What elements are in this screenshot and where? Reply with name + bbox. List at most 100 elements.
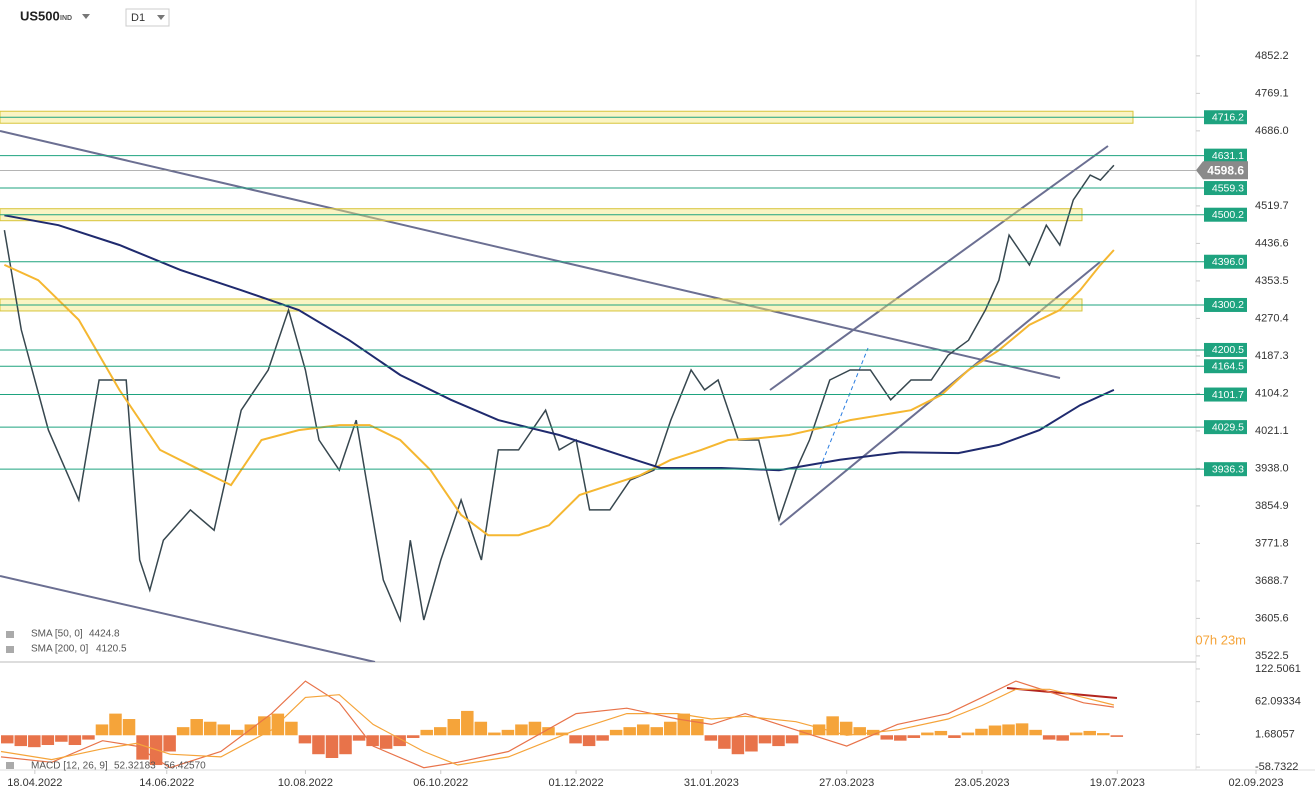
level-label: 4500.2 — [1212, 209, 1244, 221]
x-tick-label: 27.03.2023 — [819, 777, 874, 789]
histogram-bar — [948, 735, 961, 738]
histogram-bar — [1015, 723, 1029, 736]
timeframe[interactable]: D1 — [131, 12, 145, 24]
histogram-bar — [677, 713, 691, 736]
level-label-box — [1204, 181, 1247, 196]
histogram-bar — [217, 724, 230, 736]
y-tick-label: 1.68057 — [1255, 728, 1295, 740]
histogram-bar — [528, 721, 542, 736]
level-label: 4716.2 — [1212, 112, 1244, 124]
histogram-bar — [393, 735, 406, 747]
histogram-bar — [988, 725, 1002, 736]
y-tick-label: 3605.6 — [1255, 612, 1289, 624]
y-tick-label: 3854.9 — [1255, 500, 1289, 512]
symbol-dropdown[interactable] — [82, 14, 90, 19]
histogram-bar — [961, 732, 975, 736]
y-tick-label: 4852.2 — [1255, 50, 1289, 62]
symbol[interactable]: US500 — [20, 8, 60, 23]
level-label: 4559.3 — [1212, 182, 1244, 194]
histogram-bar — [839, 721, 853, 736]
histogram-bar — [474, 721, 488, 736]
legend-value: 4424.8 — [89, 629, 120, 640]
histogram-bar — [1056, 735, 1069, 741]
histogram-bar — [176, 727, 190, 736]
y-tick-label: 122.5061 — [1255, 663, 1301, 675]
level-label: 4101.7 — [1212, 389, 1244, 401]
legend-icon[interactable] — [6, 646, 14, 653]
histogram-bar — [1002, 724, 1015, 736]
sma-line — [4, 214, 1115, 472]
histogram-bar — [758, 735, 772, 744]
histogram-bar — [352, 735, 366, 741]
indicator-legend — [6, 631, 14, 769]
histogram-bar — [366, 735, 379, 747]
histogram-bar — [772, 735, 785, 747]
macd-legend-name: MACD [12, 26, 9] — [31, 761, 108, 772]
histogram-bar — [609, 729, 623, 736]
histogram-bar — [461, 710, 474, 736]
histogram-bar — [812, 724, 826, 736]
channel-line — [769, 145, 1109, 391]
histogram-bar — [95, 724, 109, 736]
legend-icon[interactable] — [6, 762, 14, 769]
y-tick-label: 62.09334 — [1255, 696, 1301, 708]
price-line — [3, 164, 1115, 623]
histogram-bar — [1097, 733, 1110, 736]
x-tick-label: 02.09.2023 — [1228, 777, 1283, 789]
y-tick-label: 4519.7 — [1255, 200, 1289, 212]
y-tick-label: 3522.5 — [1255, 650, 1289, 662]
legend-value: 4120.5 — [96, 644, 127, 655]
legend-icon[interactable] — [6, 631, 14, 638]
macd-line — [0, 688, 1115, 766]
level-label-box — [1204, 359, 1247, 374]
level-label-box — [1204, 387, 1247, 402]
histogram-bar — [1029, 729, 1042, 736]
x-tick-label: 19.07.2023 — [1090, 777, 1145, 789]
histogram-bar — [718, 735, 731, 749]
histogram-bar — [501, 729, 515, 736]
histogram-bar — [433, 727, 447, 736]
last-price: 4598.6 — [1207, 163, 1244, 177]
histogram-bar — [203, 721, 217, 736]
histogram-bar — [555, 732, 569, 736]
timeframe-dropdown[interactable] — [157, 15, 165, 20]
dashed-line — [819, 347, 869, 469]
x-tick-label: 10.08.2022 — [278, 777, 333, 789]
histogram-bar — [28, 735, 41, 748]
y-tick-label: 4270.4 — [1255, 312, 1289, 324]
y-tick-label: 4686.0 — [1255, 125, 1289, 137]
histogram-bar — [975, 728, 988, 736]
x-tick-label: 01.12.2022 — [549, 777, 604, 789]
timer: 07h 23m — [1195, 632, 1246, 647]
level-label-box — [1204, 297, 1247, 312]
macd-pane — [0, 680, 1124, 769]
histogram-bar — [704, 735, 718, 741]
histogram-bar — [596, 735, 609, 741]
y-tick-label: 4021.1 — [1255, 425, 1289, 437]
histogram-bar — [623, 727, 636, 736]
histogram-bar — [41, 735, 55, 746]
histogram-bar — [447, 719, 461, 736]
histogram-bar — [339, 735, 352, 755]
histogram-bar — [515, 724, 528, 736]
histogram-bar — [853, 727, 866, 736]
market: IND — [60, 15, 72, 22]
level-label-box — [1204, 110, 1247, 125]
legend-name: SMA [50, 0] — [31, 629, 83, 640]
y-tick-label: 3771.8 — [1255, 537, 1289, 549]
histogram-bar — [921, 732, 934, 736]
level-label: 4164.5 — [1212, 360, 1244, 372]
histogram-bar — [785, 735, 799, 744]
y-tick-label: 4769.1 — [1255, 87, 1289, 99]
timeframe-box[interactable] — [125, 8, 170, 27]
histogram-bar — [55, 735, 68, 742]
histogram-bar — [1042, 735, 1056, 740]
histogram-bar — [664, 721, 677, 736]
histogram-bar — [731, 735, 745, 755]
histogram-bar — [109, 713, 122, 736]
x-tick-label: 14.06.2022 — [139, 777, 194, 789]
legend-name: SMA [200, 0] — [31, 644, 88, 655]
macd-line — [0, 680, 1114, 769]
histogram-bar — [636, 724, 650, 736]
